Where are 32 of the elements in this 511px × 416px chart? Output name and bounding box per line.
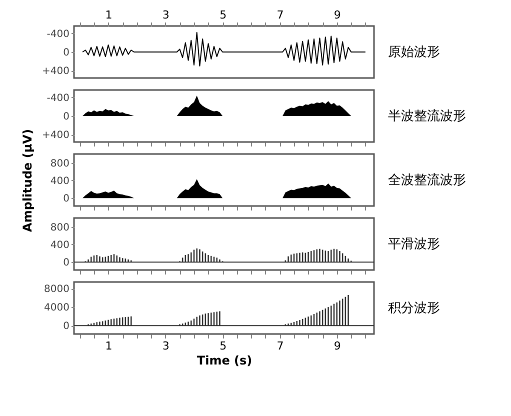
x-tick-label: 9 bbox=[334, 8, 341, 22]
y-tick-label: 400 bbox=[50, 240, 70, 251]
y-tick-label: -400 bbox=[46, 28, 70, 40]
x-tick-label: 1 bbox=[105, 340, 112, 352]
y-tick-label: 0 bbox=[63, 258, 70, 269]
text: 平滑波形 bbox=[388, 237, 440, 252]
y-tick-label: 4000 bbox=[44, 302, 70, 314]
x-tick-label: 5 bbox=[220, 8, 227, 22]
y-tick-label: +400 bbox=[42, 130, 70, 142]
y-tick-label: -400 bbox=[46, 92, 70, 104]
x-tick-label: 7 bbox=[276, 8, 284, 22]
y-tick-label: 0 bbox=[63, 48, 70, 58]
y-tick-label: 800 bbox=[50, 158, 70, 170]
text: 积分波形 bbox=[388, 301, 440, 316]
y-tick-label: 800 bbox=[50, 222, 70, 234]
y-tick-label: 8000 bbox=[44, 284, 70, 295]
y-tick-label: 0 bbox=[63, 194, 70, 205]
y-axis-title: Amplitude (μV) bbox=[20, 129, 34, 232]
text: 原始波形 bbox=[388, 45, 440, 60]
x-tick-label: 7 bbox=[276, 340, 284, 352]
text: 半波整流波形 bbox=[388, 108, 466, 124]
x-tick-label: 9 bbox=[334, 340, 341, 352]
x-tick-label: 3 bbox=[162, 340, 170, 352]
x-tick-label: 5 bbox=[220, 340, 227, 352]
y-tick-label: 0 bbox=[63, 321, 70, 332]
x-tick-label: 3 bbox=[162, 8, 170, 22]
y-tick-label: +400 bbox=[42, 66, 70, 78]
x-axis-title: Time (s) bbox=[196, 354, 252, 368]
x-tick-label: 1 bbox=[105, 8, 112, 22]
text: 全波整流波形 bbox=[388, 172, 466, 188]
y-tick-label: 400 bbox=[50, 176, 70, 187]
y-tick-label: 0 bbox=[63, 112, 70, 122]
